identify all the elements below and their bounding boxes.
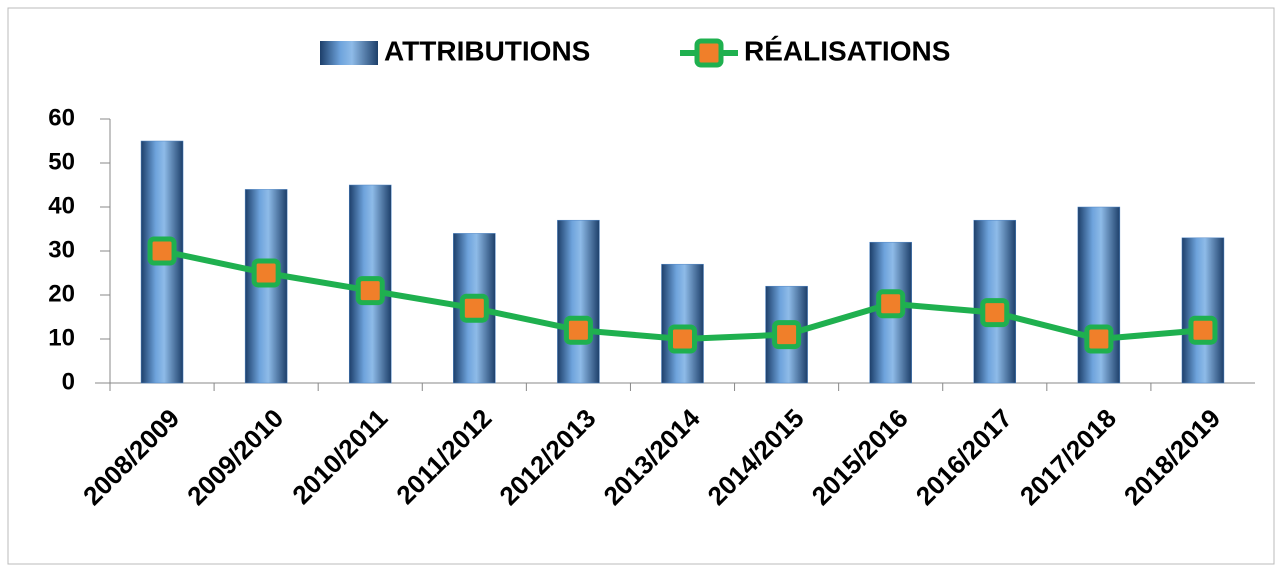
y-tick-label: 20: [48, 280, 75, 307]
legend-swatch: [320, 41, 378, 65]
marker: [1084, 324, 1114, 354]
marker: [1188, 315, 1218, 345]
marker: [355, 276, 385, 306]
marker: [980, 298, 1010, 328]
y-tick-label: 30: [48, 236, 75, 263]
y-tick-label: 40: [48, 192, 75, 219]
y-tick-label: 50: [48, 148, 75, 175]
legend-marker: [694, 38, 724, 68]
bar: [557, 219, 600, 384]
bar: [661, 263, 704, 384]
legend-label: ATTRIBUTIONS: [384, 35, 590, 66]
marker: [772, 320, 802, 350]
y-tick-label: 10: [48, 324, 75, 351]
marker: [459, 293, 489, 323]
bar: [1077, 206, 1121, 384]
y-tick-label: 0: [62, 368, 75, 395]
marker: [147, 236, 177, 266]
marker: [563, 315, 593, 345]
marker: [876, 289, 906, 319]
marker: [251, 258, 281, 288]
marker: [668, 324, 697, 354]
y-tick-label: 60: [48, 104, 75, 131]
chart-border: [7, 7, 1275, 565]
legend-label: RÉALISATIONS: [744, 35, 950, 66]
bar: [1181, 237, 1225, 384]
